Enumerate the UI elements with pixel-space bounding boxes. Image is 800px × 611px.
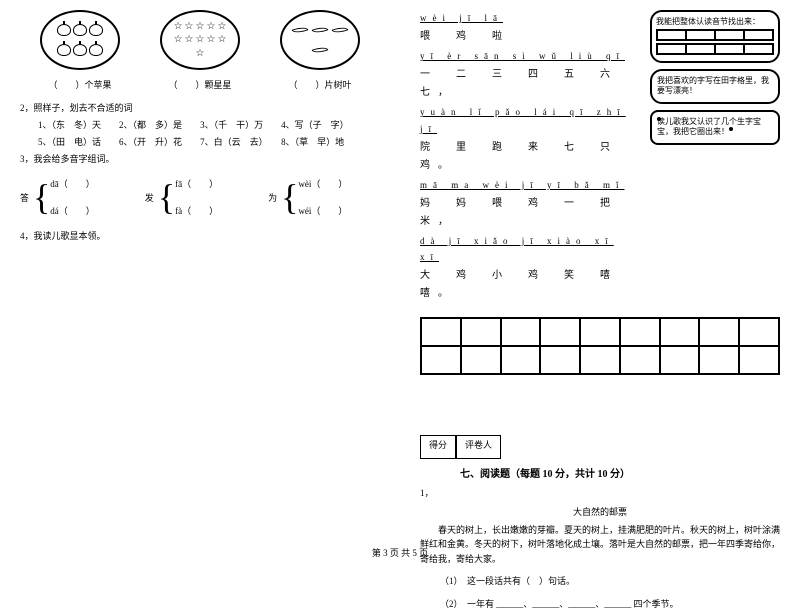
bubble-2: 我把喜欢的字写在田字格里，我要写漂亮！ xyxy=(650,69,780,104)
q2-title: 2，照样子，划去不合适的词 xyxy=(20,101,380,114)
shape-row: ☆☆☆☆ ☆☆☆☆ ☆☆☆ xyxy=(20,10,380,70)
q4-title: 4，我读儿歌显本领。 xyxy=(20,229,380,242)
section-7-title: 七、阅读题（每题 10 分，共计 10 分） xyxy=(460,465,780,480)
poem: wèi jī lā 喂 鸡 啦 yī èr sān sì wǔ liù qī 一… xyxy=(420,10,635,305)
score-table: 得分 评卷人 xyxy=(420,435,780,459)
q3-title: 3，我会给多音字组词。 xyxy=(20,152,380,165)
star-oval: ☆☆☆☆ ☆☆☆☆ ☆☆☆ xyxy=(160,10,240,70)
apple-oval xyxy=(40,10,120,70)
bubbles: 我能把整体认读音节找出来： 我把喜欢的字写在田字格里，我要写漂亮！ 读儿歌我又认… xyxy=(650,10,780,305)
captions-row: （ ）个苹果 （ ）颗星星 （ ）片树叶 xyxy=(20,78,380,91)
bubble-1: 我能把整体认读音节找出来： xyxy=(650,10,780,63)
brackets-row: 答 { dā（ ）dá（ ） 发 { fā（ ）fà（ ） 为 { wèi（ ）… xyxy=(20,177,380,217)
leaf-oval xyxy=(280,10,360,70)
bubble-3: 读儿歌我又认识了几个生字宝宝，我把它圈出来！ xyxy=(650,110,780,145)
page-number: 第 3 页 共 5 页 xyxy=(0,546,800,559)
writing-grid xyxy=(420,317,780,375)
q2-row1: 1、（东 冬）天 2、（都 多）是 3、（千 干）万 4、写（子 字） xyxy=(38,118,380,131)
q2-row2: 5、（田 电）话 6、（开 升）花 7、白（云 去） 8、（草 早）地 xyxy=(38,135,380,148)
